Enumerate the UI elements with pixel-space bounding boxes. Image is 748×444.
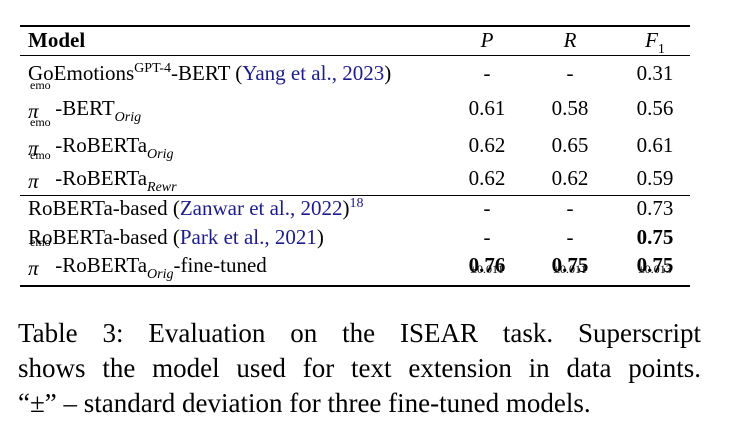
header-cell: P	[480, 28, 494, 52]
paren: )	[316, 225, 324, 249]
emo-pi: emo π	[28, 236, 51, 280]
subscript: Orig	[114, 110, 142, 125]
emo-pi: emo π	[28, 79, 51, 123]
header-rule	[20, 55, 690, 56]
caption-line: shows the model used for text extension …	[18, 353, 701, 383]
cell: -	[566, 196, 574, 220]
cell: 0.61	[468, 96, 506, 120]
table-row: emo π -RoBERTaRewr 0.62 0.62 0.59	[0, 149, 748, 195]
emo: emo	[30, 115, 51, 129]
model-cell: GoEmotionsGPT-4-BERT (Yang et al., 2023)	[28, 58, 391, 88]
cell: 0.59	[636, 166, 674, 190]
header-cell: Model	[28, 28, 86, 52]
model-suffix: -RoBERTa	[55, 133, 148, 157]
cell: 0.75 ±0.011	[525, 250, 615, 280]
top-rule	[20, 25, 690, 27]
caption-line: Table 3: Evaluation on the ISEAR task. S…	[18, 318, 701, 348]
header-row: Model P R F1	[0, 25, 748, 57]
model-name: RoBERTa-based (	[28, 225, 180, 249]
cell: -	[483, 196, 491, 220]
emo: emo	[30, 78, 51, 92]
model-cell: RoBERTa-based (Zanwar et al., 2022)18	[28, 193, 364, 223]
header-cell: R	[563, 28, 577, 52]
model-suffix: -BERT	[55, 96, 115, 120]
cell-value: 0.75	[636, 253, 674, 277]
cell: 0.65	[551, 133, 589, 157]
header-text: F	[645, 28, 658, 52]
cell: 0.61	[636, 133, 674, 157]
subscript: Orig	[147, 267, 174, 282]
pi: π	[28, 256, 39, 280]
model-cell: emo π -RoBERTaOrig-fine-tuned	[28, 236, 267, 282]
subscript: Orig	[147, 147, 174, 162]
cell: 0.62	[551, 166, 589, 190]
model-cell: emo π -RoBERTaOrig	[28, 116, 174, 162]
model-name: GoEmotions	[28, 61, 135, 85]
table-row: RoBERTa-based (Zanwar et al., 2022)18 - …	[0, 193, 748, 223]
model-suffix: -BERT (	[171, 61, 243, 85]
cell: -	[566, 61, 574, 85]
cell: 0.31	[636, 61, 674, 85]
emo: emo	[30, 148, 51, 162]
pi: π	[28, 136, 39, 160]
subscript: Rewr	[147, 180, 177, 195]
superscript: GPT-4	[134, 61, 171, 76]
cell: 0.75	[636, 225, 674, 249]
std-dev: ±0.011	[553, 262, 587, 276]
cell: 0.75 ±0.013	[610, 250, 700, 280]
cell: 0.62	[468, 133, 506, 157]
cell-value: 0.76	[468, 253, 506, 277]
model-cell: RoBERTa-based (Park et al., 2021)	[28, 222, 324, 252]
pi: π	[28, 99, 39, 123]
model-cell: emo π -RoBERTaRewr	[28, 149, 177, 195]
std-dev: ±0.013	[638, 262, 672, 276]
emo-pi: emo π	[28, 149, 51, 193]
table-row: emo π -RoBERTaOrig-fine-tuned 0.76 ±0.011 …	[0, 236, 748, 282]
bottom-rule	[20, 285, 690, 287]
header-cell: F1	[610, 25, 700, 57]
model-tail: -fine-tuned	[173, 253, 267, 277]
citation: Zanwar et al., 2022	[179, 196, 343, 220]
cell: 0.62	[468, 166, 506, 190]
cell: -	[566, 225, 574, 249]
emo-pi: emo π	[28, 116, 51, 160]
table-row: emo π -BERTOrig 0.61 0.58 0.56	[0, 79, 748, 125]
std-dev: ±0.011	[470, 262, 504, 276]
paren: )	[384, 61, 392, 85]
model-name: RoBERTa-based (	[28, 196, 180, 220]
citation: Yang et al., 2023	[242, 61, 385, 85]
citation: Park et al., 2021	[179, 225, 317, 249]
cell: 0.58	[551, 96, 589, 120]
model-suffix: -RoBERTa	[55, 166, 148, 190]
cell-value: 0.75	[551, 253, 589, 277]
table-row: RoBERTa-based (Park et al., 2021) - - 0.…	[0, 222, 748, 252]
emo: emo	[30, 235, 51, 249]
pi: π	[28, 169, 39, 193]
paren: )	[342, 196, 350, 220]
table-row: GoEmotionsGPT-4-BERT (Yang et al., 2023)…	[0, 58, 748, 88]
cell: 0.76 ±0.011	[442, 250, 532, 280]
cell: 0.56	[636, 96, 674, 120]
model-cell: emo π -BERTOrig	[28, 79, 142, 125]
header-sub: 1	[657, 42, 665, 57]
cell: -	[483, 61, 491, 85]
superscript: 18	[349, 196, 364, 211]
mid-rule	[20, 195, 690, 196]
caption-line: “±” – standard deviation for three fine-…	[18, 388, 591, 418]
table-row: emo π -RoBERTaOrig 0.62 0.65 0.61	[0, 116, 748, 162]
cell: 0.73	[636, 196, 674, 220]
cell: -	[483, 225, 491, 249]
model-suffix: -RoBERTa	[55, 253, 148, 277]
